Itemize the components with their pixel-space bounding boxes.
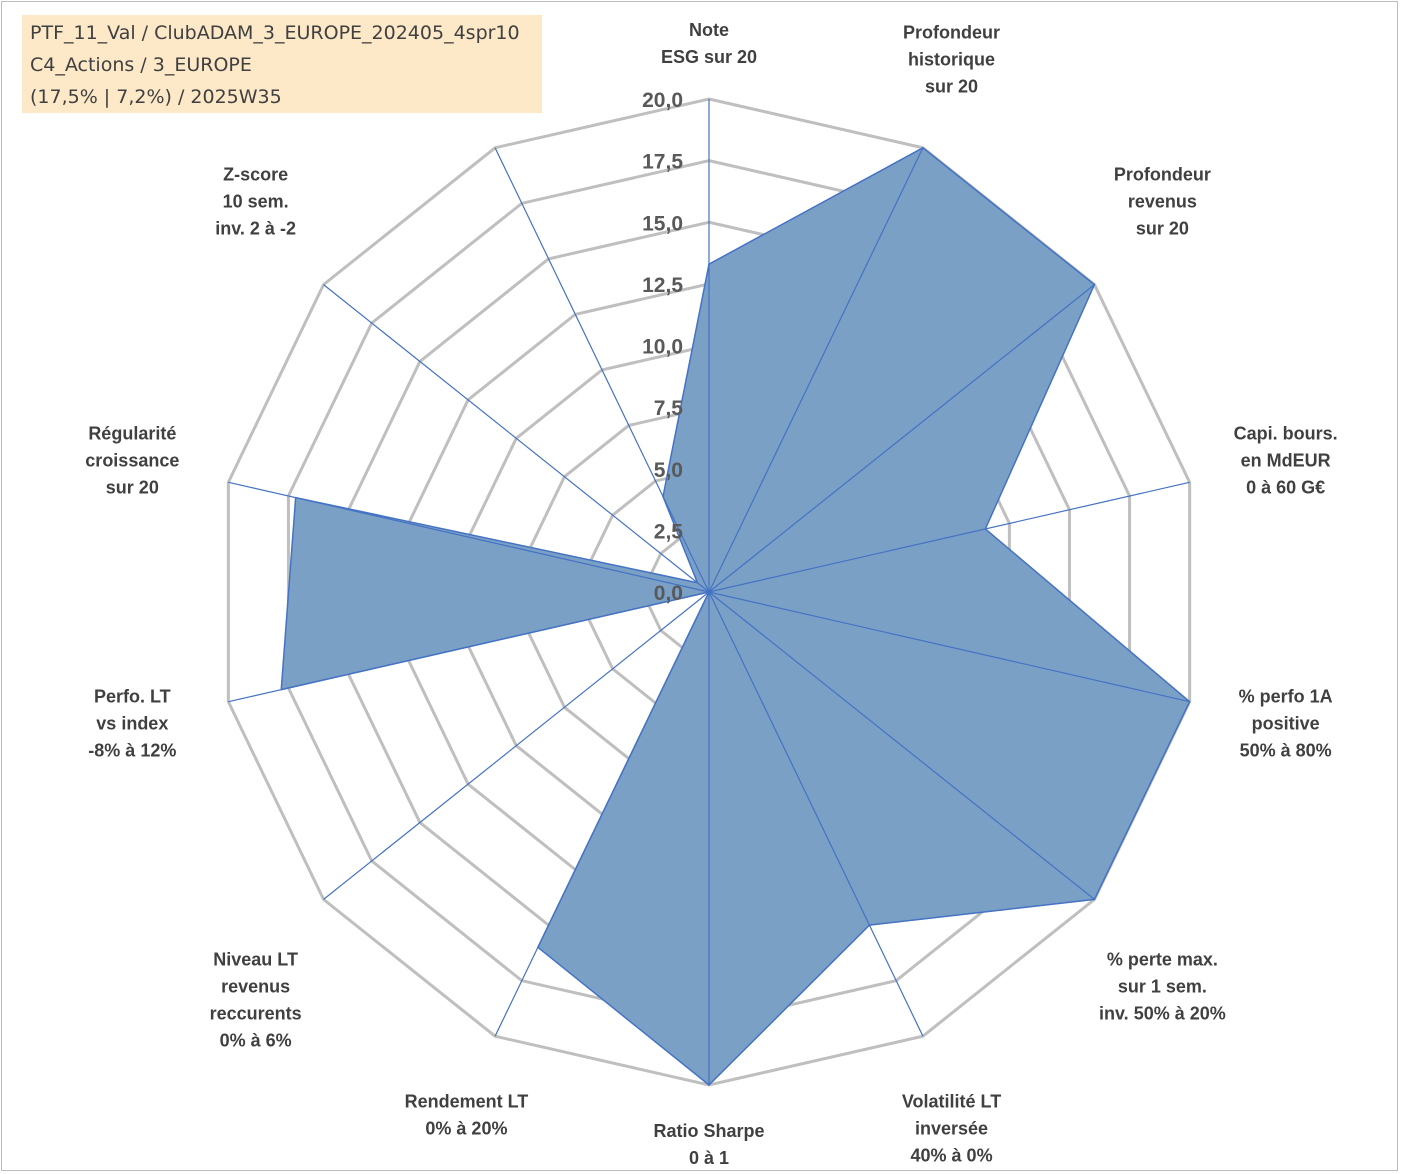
axis-spoke: [708, 591, 1190, 703]
axis-label: Volatilité LT inversée 40% à 0%: [902, 1092, 1001, 1166]
tick-label: 17,5: [642, 151, 683, 174]
axis-label: % perfo 1A positive 50% à 80%: [1239, 687, 1333, 761]
radial-tick-labels: 0,0 2,5 5,0 7,5 10,0 12,5 15,0 17,5 20,0: [642, 89, 683, 605]
tick-label: 7,5: [654, 397, 684, 420]
tick-label: 20,0: [642, 89, 683, 112]
axis-spoke: [228, 481, 710, 593]
axis-spoke: [323, 591, 710, 900]
axis-labels: Note ESG sur 20 Profondeur historique sur 20…: [85, 20, 1337, 1168]
axis-spoke: [708, 284, 1095, 593]
axis-spoke: [708, 481, 1190, 593]
axis-spoke: [494, 591, 710, 1037]
tick-label: 10,0: [642, 336, 683, 359]
tick-label: 2,5: [654, 520, 684, 543]
axis-spoke: [708, 591, 924, 1037]
axis-spoke: [323, 284, 710, 593]
axis-spoke: [708, 147, 924, 593]
axis-label: Ratio Sharpe 0 à 1: [653, 1121, 764, 1168]
tick-label: 5,0: [654, 459, 683, 482]
portfolio-title-line-2: C4_Actions / 3_EUROPE: [30, 54, 252, 76]
axis-label: Note ESG sur 20: [661, 20, 757, 67]
axis-spoke: [708, 591, 1095, 900]
axis-spoke: [494, 147, 710, 593]
tick-label: 15,0: [642, 212, 683, 235]
axis-label: % perte max. sur 1 sem. inv. 50% à 20%: [1099, 950, 1226, 1024]
axis-label: Profondeur historique sur 20: [903, 22, 1000, 96]
axis-label: Capi. bours. en MdEUR 0 à 60 G€: [1234, 423, 1338, 497]
portfolio-info-box: [22, 15, 542, 113]
axis-label: Rendement LT 0% à 20%: [405, 1092, 529, 1139]
axis-label: Z-score 10 sem. inv. 2 à -2: [215, 164, 296, 238]
portfolio-title-line-3: (17,5% | 7,2%) / 2025W35: [30, 86, 282, 108]
portfolio-title-line-1: PTF_11_Val / ClubADAM_3_EUROPE_202405_4s…: [30, 22, 520, 44]
axis-label: Niveau LT revenus reccurents 0% à 6%: [210, 950, 302, 1051]
tick-label: 12,5: [642, 274, 683, 297]
axis-label: Régularité croissance sur 20: [85, 423, 179, 497]
radar-spokes: [228, 99, 1190, 1085]
axis-label: Profondeur revenus sur 20: [1114, 164, 1211, 238]
tick-label: 0,0: [654, 582, 683, 605]
axis-label: Perfo. LT vs index -8% à 12%: [88, 687, 176, 761]
axis-spoke: [228, 591, 710, 703]
